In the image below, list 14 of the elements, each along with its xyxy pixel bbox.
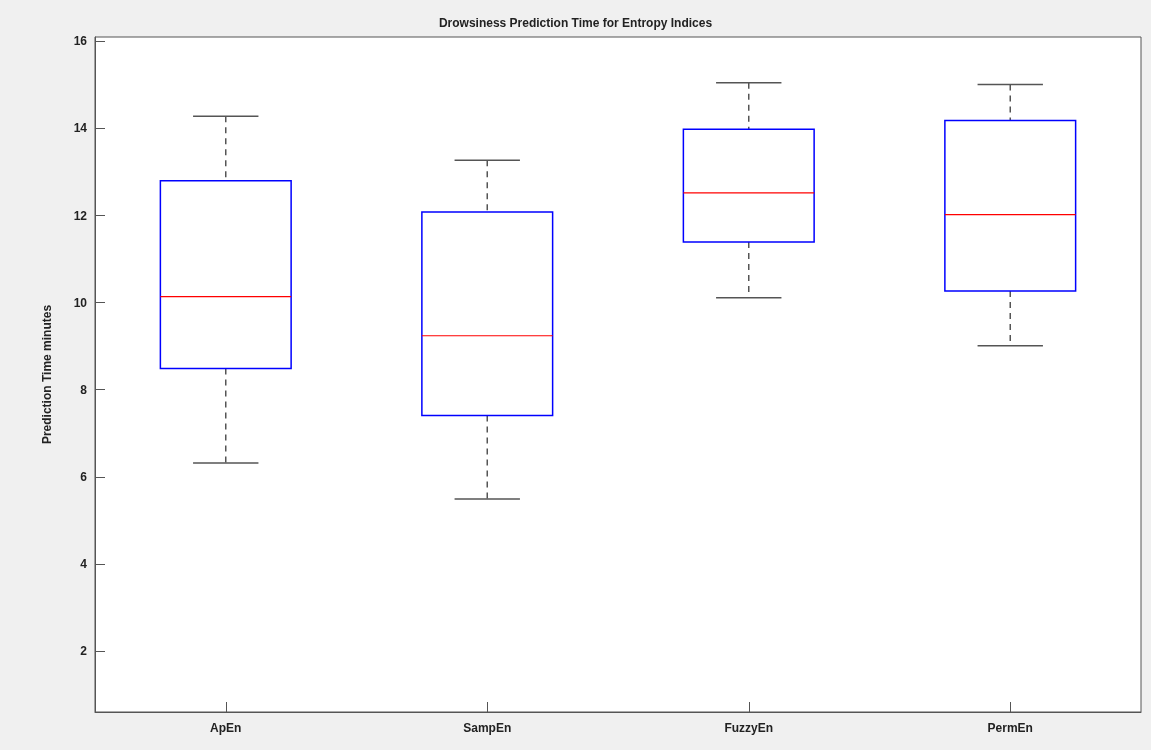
y-tick-label: 6 [80, 469, 88, 484]
x-tick-label: FuzzyEn [724, 721, 774, 735]
x-tick-label: SampEn [463, 721, 512, 735]
chart-title: Drowsiness Prediction Time for Entropy Indices [438, 16, 713, 30]
y-tick-label: 12 [73, 208, 88, 223]
y-tick-label: 14 [73, 121, 88, 136]
y-tick-label: 4 [80, 556, 88, 571]
x-tick-label: PermEn [987, 721, 1033, 735]
y-tick-label: 10 [73, 295, 88, 310]
x-tick-label: ApEn [210, 721, 242, 735]
y-tick-label: 16 [73, 34, 88, 49]
y-tick-label: 8 [80, 382, 88, 397]
y-tick-label: 2 [80, 644, 88, 659]
y-axis-title: Prediction Time minutes [40, 304, 54, 445]
